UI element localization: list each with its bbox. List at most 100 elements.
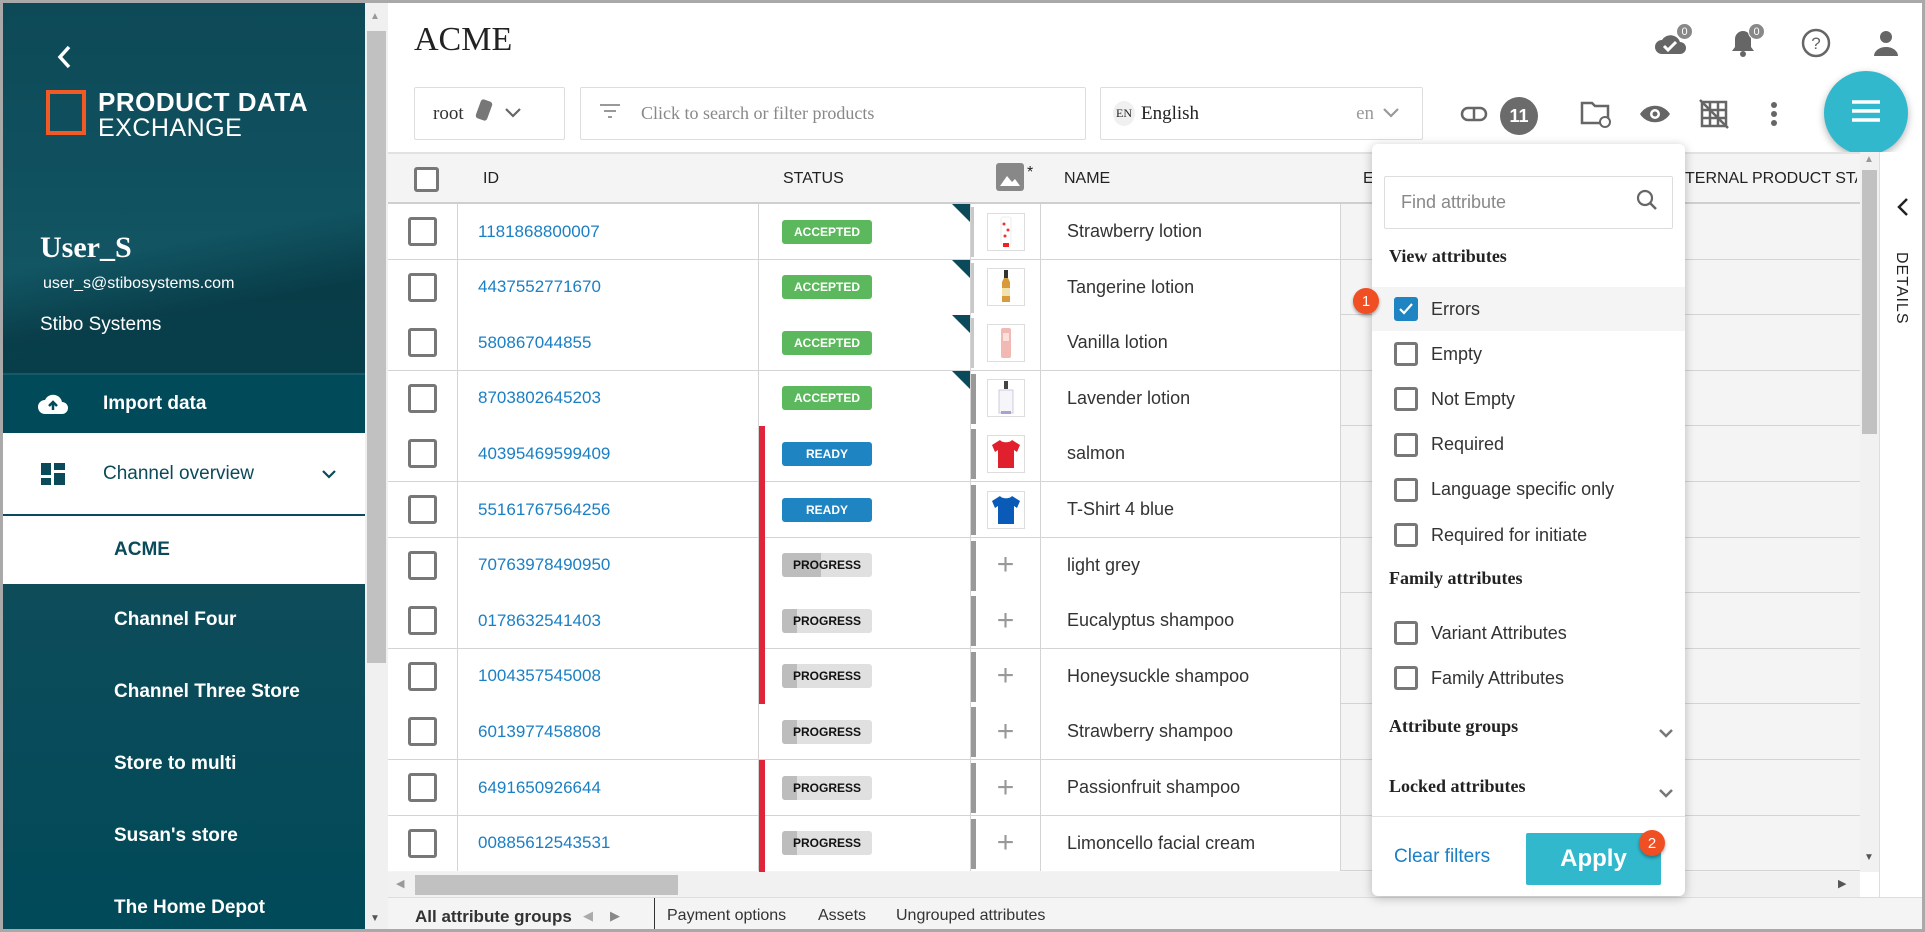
- scrollbar-thumb[interactable]: [415, 875, 678, 895]
- sidebar-item-channel-overview[interactable]: Channel overview: [3, 433, 365, 516]
- checkbox[interactable]: [1394, 477, 1418, 502]
- add-image-icon[interactable]: +: [996, 659, 1015, 693]
- add-image-icon[interactable]: +: [996, 603, 1015, 637]
- product-thumbnail[interactable]: [986, 434, 1025, 473]
- bell-icon[interactable]: 0: [1725, 23, 1765, 61]
- sidebar-channel-channel-four[interactable]: Channel Four: [3, 584, 365, 656]
- scroll-up-arrow-icon[interactable]: ▲: [370, 11, 380, 22]
- product-name[interactable]: Limoncello facial cream: [1067, 832, 1256, 853]
- column-header-e[interactable]: E: [1363, 170, 1374, 187]
- product-id-link[interactable]: 6491650926644: [478, 777, 601, 797]
- help-icon[interactable]: ?: [1798, 25, 1834, 61]
- table-row[interactable]: 55161767564256 READY T-Shirt 4 blue: [388, 482, 1860, 538]
- clear-filters-link[interactable]: Clear filters: [1394, 846, 1491, 867]
- root-selector[interactable]: root: [414, 87, 565, 140]
- eye-icon[interactable]: [1636, 95, 1674, 133]
- product-id-link[interactable]: 8703802645203: [478, 388, 601, 408]
- product-name[interactable]: salmon: [1067, 443, 1126, 464]
- table-row[interactable]: 6013977458808 PROGRESS + Strawberry shampoo: [388, 704, 1860, 760]
- table-row[interactable]: 4437552771670 ACCEPTED Tangerine lotion: [388, 259, 1860, 316]
- find-attribute-input[interactable]: Find attribute: [1384, 176, 1673, 229]
- filter-option-required[interactable]: Required: [1372, 423, 1685, 467]
- table-row[interactable]: 6491650926644 PROGRESS + Passionfruit shamp…: [388, 760, 1860, 816]
- product-name[interactable]: Honeysuckle shampoo: [1067, 665, 1250, 686]
- menu-fab-button[interactable]: [1824, 71, 1908, 155]
- apply-button[interactable]: Apply: [1526, 833, 1661, 885]
- row-checkbox[interactable]: [408, 383, 437, 413]
- tab-assets[interactable]: Assets: [818, 907, 867, 924]
- tab-payment-options[interactable]: Payment options: [667, 907, 787, 924]
- pill-toggle-icon[interactable]: [1455, 95, 1493, 133]
- product-id-link[interactable]: 70763978490950: [478, 555, 611, 575]
- search-input[interactable]: Click to search or filter products: [580, 87, 1086, 140]
- scroll-up-arrow-icon[interactable]: ▲: [1864, 154, 1874, 165]
- row-checkbox[interactable]: [408, 717, 437, 747]
- tab-scroll-left-icon[interactable]: ◀: [583, 908, 593, 923]
- sidebar-channel-acme[interactable]: ACME: [3, 516, 365, 584]
- product-thumbnail[interactable]: [986, 323, 1025, 362]
- language-selector[interactable]: EN English en: [1100, 87, 1423, 140]
- filter-option-required-for-initiate[interactable]: Required for initiate: [1372, 513, 1685, 557]
- table-row[interactable]: 1181868800007 ACCEPTED Strawberry lotion: [388, 204, 1860, 260]
- filter-option-errors[interactable]: Errors: [1372, 287, 1685, 331]
- row-checkbox[interactable]: [408, 606, 437, 636]
- row-checkbox[interactable]: [408, 550, 437, 580]
- tab-ungrouped-attributes[interactable]: Ungrouped attributes: [896, 907, 1046, 924]
- product-thumbnail[interactable]: [986, 212, 1025, 251]
- column-header-status[interactable]: STATUS: [783, 170, 844, 187]
- product-name[interactable]: Strawberry lotion: [1067, 221, 1203, 241]
- details-panel-toggle[interactable]: DETAILS: [1879, 152, 1922, 897]
- attribute-groups-accordion[interactable]: Attribute groups: [1389, 716, 1674, 743]
- folder-sync-icon[interactable]: [1577, 95, 1615, 133]
- filter-option-not-empty[interactable]: Not Empty: [1372, 377, 1685, 421]
- product-id-link[interactable]: 0178632541403: [478, 610, 601, 630]
- product-thumbnail[interactable]: [986, 268, 1025, 307]
- product-name[interactable]: Lavender lotion: [1067, 387, 1191, 408]
- scroll-down-arrow-icon[interactable]: ▼: [370, 913, 380, 924]
- product-id-link[interactable]: 00885612543531: [478, 833, 611, 853]
- row-checkbox[interactable]: [408, 328, 437, 358]
- filter-option-language-specific-only[interactable]: Language specific only: [1372, 468, 1685, 512]
- product-id-link[interactable]: 4437552771670: [478, 277, 601, 297]
- checkbox[interactable]: [1394, 621, 1418, 645]
- filter-option-empty[interactable]: Empty: [1372, 332, 1685, 376]
- tab-scroll-right-icon[interactable]: ▶: [610, 908, 620, 923]
- product-name[interactable]: Strawberry shampoo: [1067, 721, 1234, 742]
- table-row[interactable]: 70763978490950 PROGRESS + light grey: [388, 537, 1860, 594]
- filter-option-family-attributes[interactable]: Family Attributes: [1372, 656, 1685, 700]
- row-checkbox[interactable]: [408, 495, 437, 524]
- add-image-icon[interactable]: +: [996, 770, 1015, 804]
- checkbox[interactable]: [1394, 342, 1418, 367]
- cloud-check-icon[interactable]: 0: [1653, 23, 1693, 61]
- locked-attributes-accordion[interactable]: Locked attributes: [1389, 776, 1674, 803]
- row-checkbox[interactable]: [408, 439, 437, 469]
- add-image-icon[interactable]: +: [996, 548, 1015, 582]
- checkbox[interactable]: [1394, 523, 1418, 547]
- table-row[interactable]: 580867044855 ACCEPTED Vanilla lotion: [388, 315, 1860, 371]
- scrollbar-thumb[interactable]: [367, 31, 386, 663]
- column-header-id[interactable]: ID: [483, 170, 499, 187]
- row-checkbox[interactable]: [408, 773, 437, 802]
- sidebar-item-import-data[interactable]: Import data: [3, 375, 365, 433]
- checkbox[interactable]: [1394, 432, 1418, 457]
- product-id-link[interactable]: 55161767564256: [478, 499, 611, 519]
- sidebar-scrollbar[interactable]: ▲ ▼: [365, 3, 388, 929]
- add-image-icon[interactable]: +: [996, 714, 1015, 748]
- more-vertical-icon[interactable]: [1755, 95, 1793, 133]
- column-header-image[interactable]: *: [996, 154, 1033, 204]
- checkbox[interactable]: [1394, 666, 1418, 690]
- scrollbar-thumb[interactable]: [1862, 170, 1877, 434]
- sidebar-channel-susans-store[interactable]: Susan's store: [3, 800, 365, 872]
- scroll-left-arrow-icon[interactable]: ◀: [396, 878, 405, 890]
- row-checkbox[interactable]: [408, 828, 437, 858]
- product-name[interactable]: Passionfruit shampoo: [1067, 777, 1241, 797]
- sidebar-channel-channel-three-store[interactable]: Channel Three Store: [3, 656, 365, 728]
- row-checkbox[interactable]: [408, 217, 437, 246]
- table-row[interactable]: 00885612543531 PROGRESS + Limoncello facial…: [388, 815, 1860, 872]
- product-id-link[interactable]: 1004357545008: [478, 666, 601, 686]
- product-name[interactable]: T-Shirt 4 blue: [1067, 499, 1175, 519]
- filter-option-variant-attributes[interactable]: Variant Attributes: [1372, 611, 1685, 655]
- product-name[interactable]: Vanilla lotion: [1067, 332, 1168, 353]
- sidebar-channel-the-home-depot[interactable]: The Home Depot: [3, 872, 365, 929]
- product-name[interactable]: Tangerine lotion: [1067, 276, 1195, 297]
